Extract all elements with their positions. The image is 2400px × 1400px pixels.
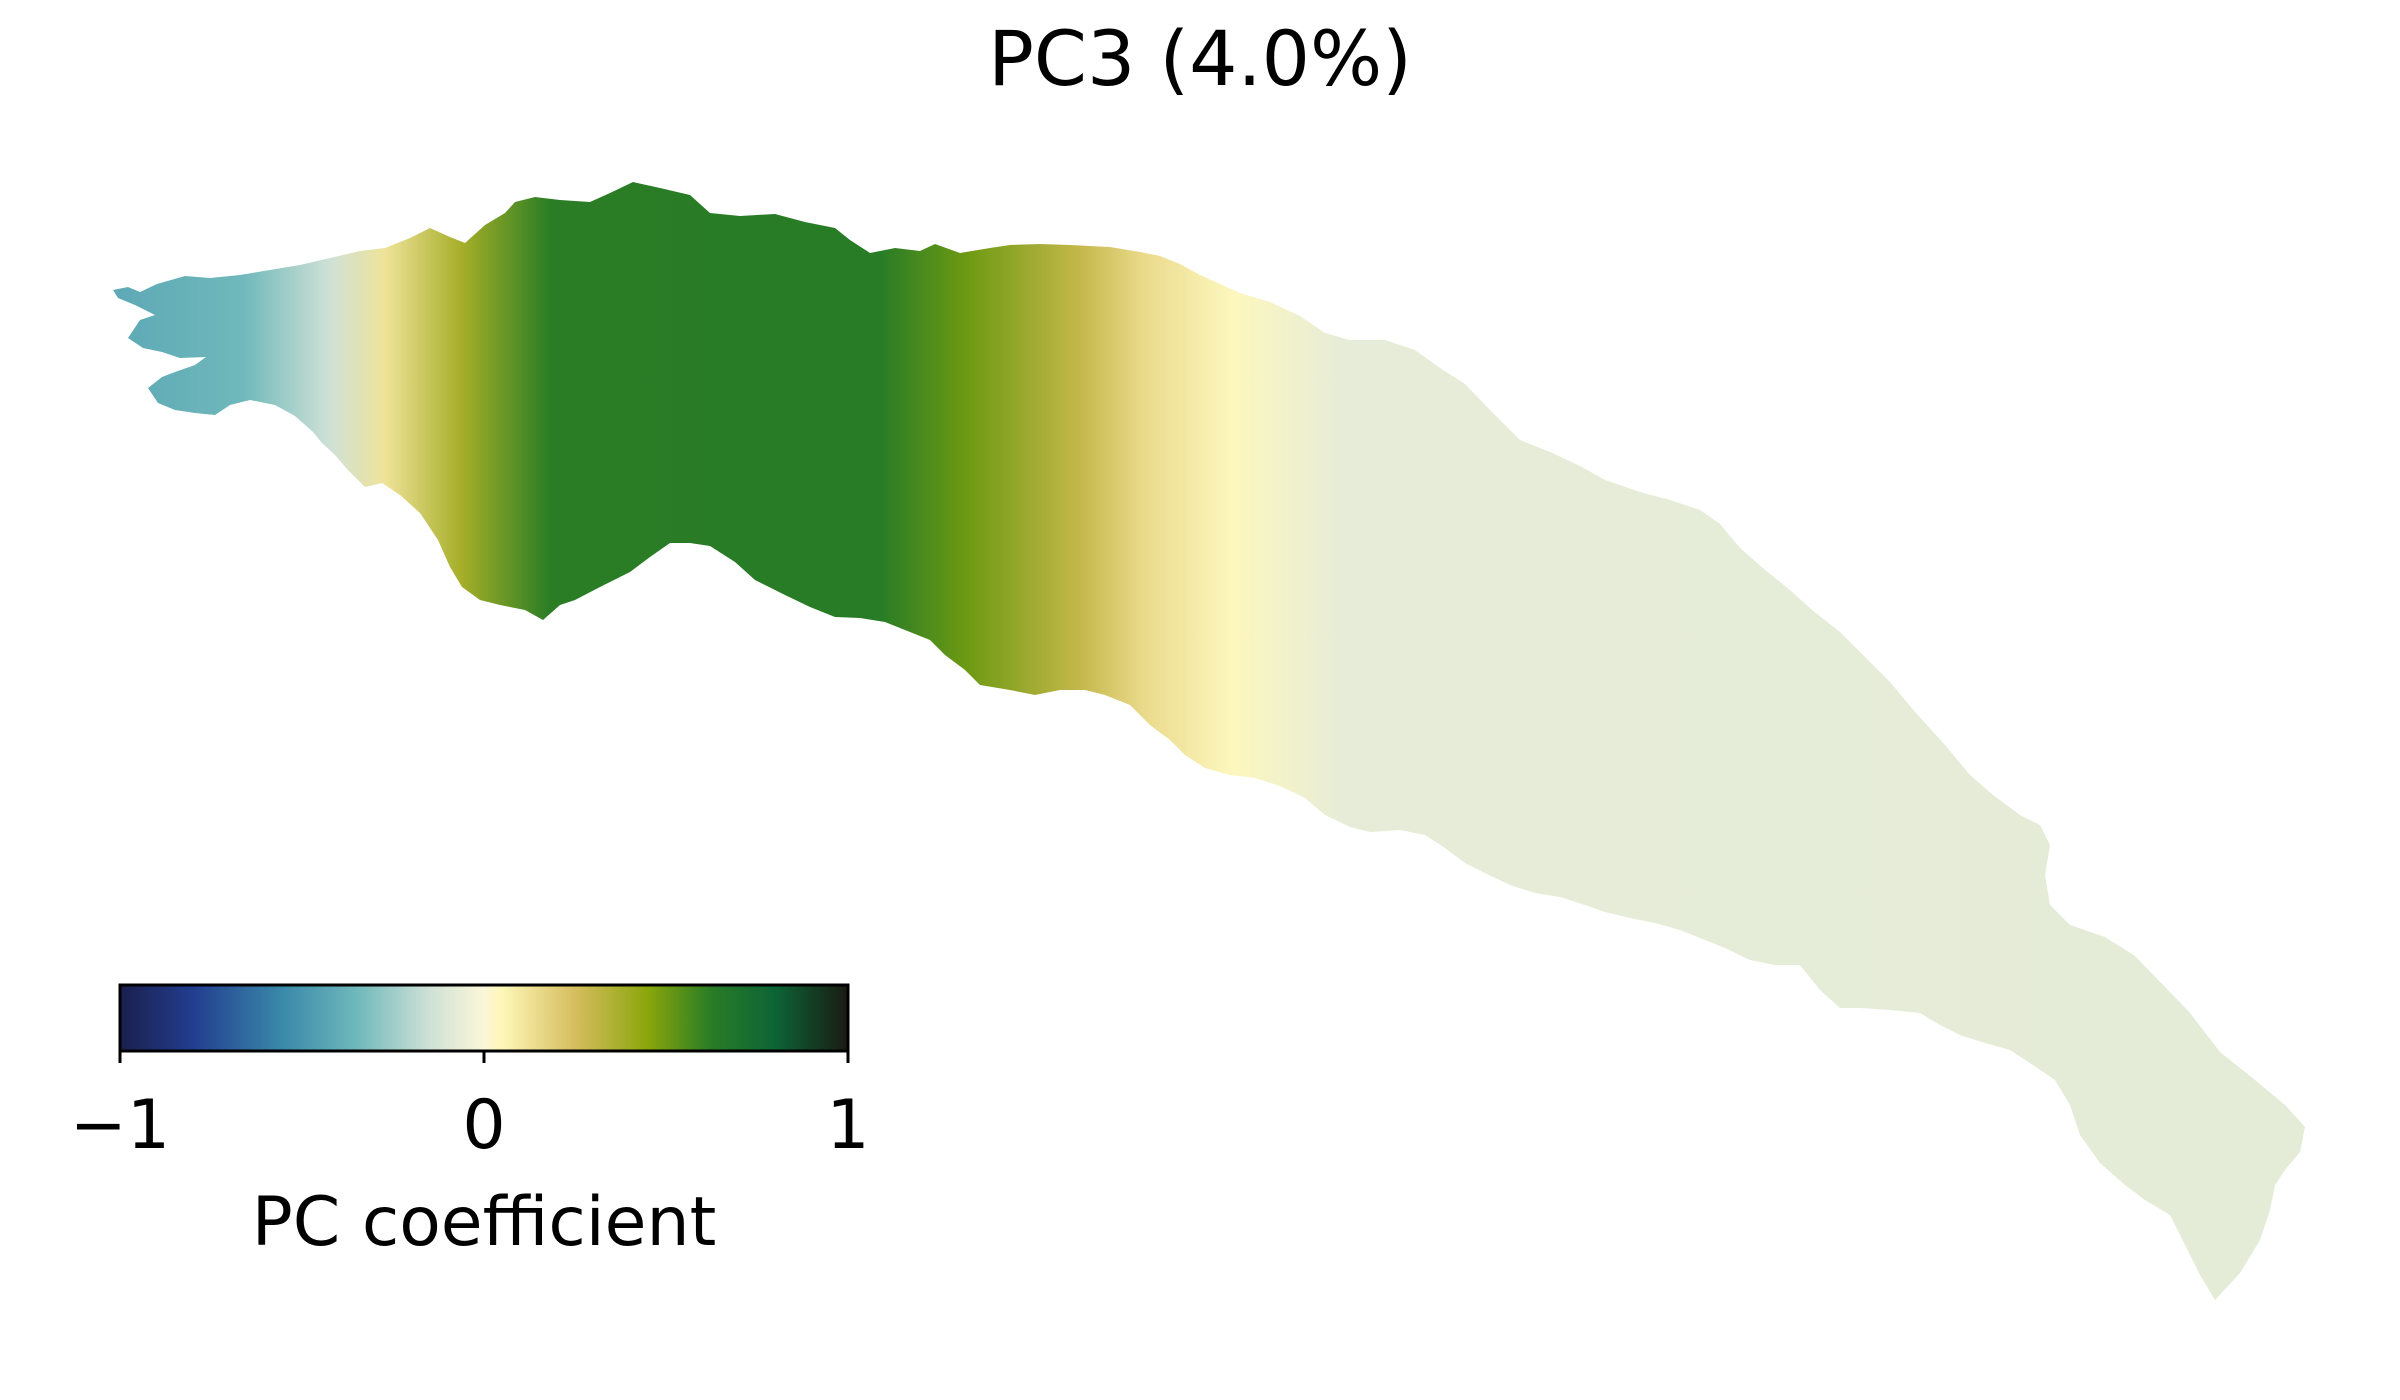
- colorbar: [118, 983, 850, 1053]
- colorbar-tick-label: −1: [70, 1086, 170, 1165]
- pc-coefficient-surface: [113, 182, 2305, 1300]
- colorbar-tick-label: 0: [462, 1086, 505, 1165]
- colorbar-label: PC coefficient: [252, 1183, 717, 1262]
- colorbar-ticks: −1 0 1: [70, 1051, 870, 1165]
- colorbar-tick-label: 1: [826, 1086, 869, 1165]
- chart-title: PC3 (4.0%): [988, 14, 1412, 103]
